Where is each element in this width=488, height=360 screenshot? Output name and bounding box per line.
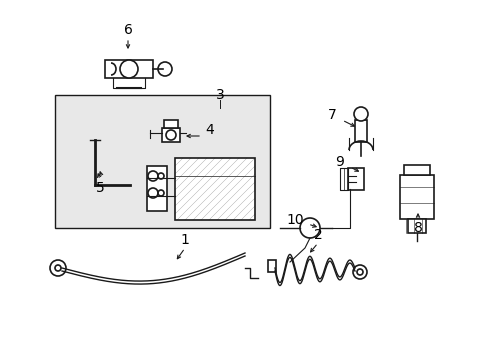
- Text: 5: 5: [96, 181, 104, 195]
- Text: 10: 10: [285, 213, 303, 227]
- Circle shape: [352, 265, 366, 279]
- Bar: [105, 60, 153, 78]
- Text: 6: 6: [123, 23, 132, 37]
- Text: 1: 1: [180, 233, 189, 247]
- Bar: [347, 168, 363, 190]
- Bar: [175, 158, 254, 220]
- Bar: [162, 128, 180, 142]
- Text: 8: 8: [413, 221, 422, 235]
- Circle shape: [356, 269, 362, 275]
- Text: 9: 9: [335, 155, 344, 169]
- Text: 7: 7: [327, 108, 336, 122]
- Bar: [147, 166, 167, 211]
- Circle shape: [353, 107, 367, 121]
- Bar: [354, 120, 366, 142]
- Text: 2: 2: [313, 228, 322, 242]
- Circle shape: [55, 265, 61, 271]
- Bar: [267, 260, 275, 272]
- Bar: [399, 175, 433, 219]
- Bar: [403, 165, 429, 175]
- Text: 3: 3: [215, 88, 224, 102]
- Circle shape: [120, 60, 138, 78]
- Circle shape: [299, 218, 319, 238]
- Bar: [55, 95, 269, 228]
- Text: 4: 4: [205, 123, 214, 137]
- Circle shape: [158, 62, 172, 76]
- Bar: [163, 120, 178, 128]
- Circle shape: [50, 260, 66, 276]
- Bar: [407, 219, 425, 233]
